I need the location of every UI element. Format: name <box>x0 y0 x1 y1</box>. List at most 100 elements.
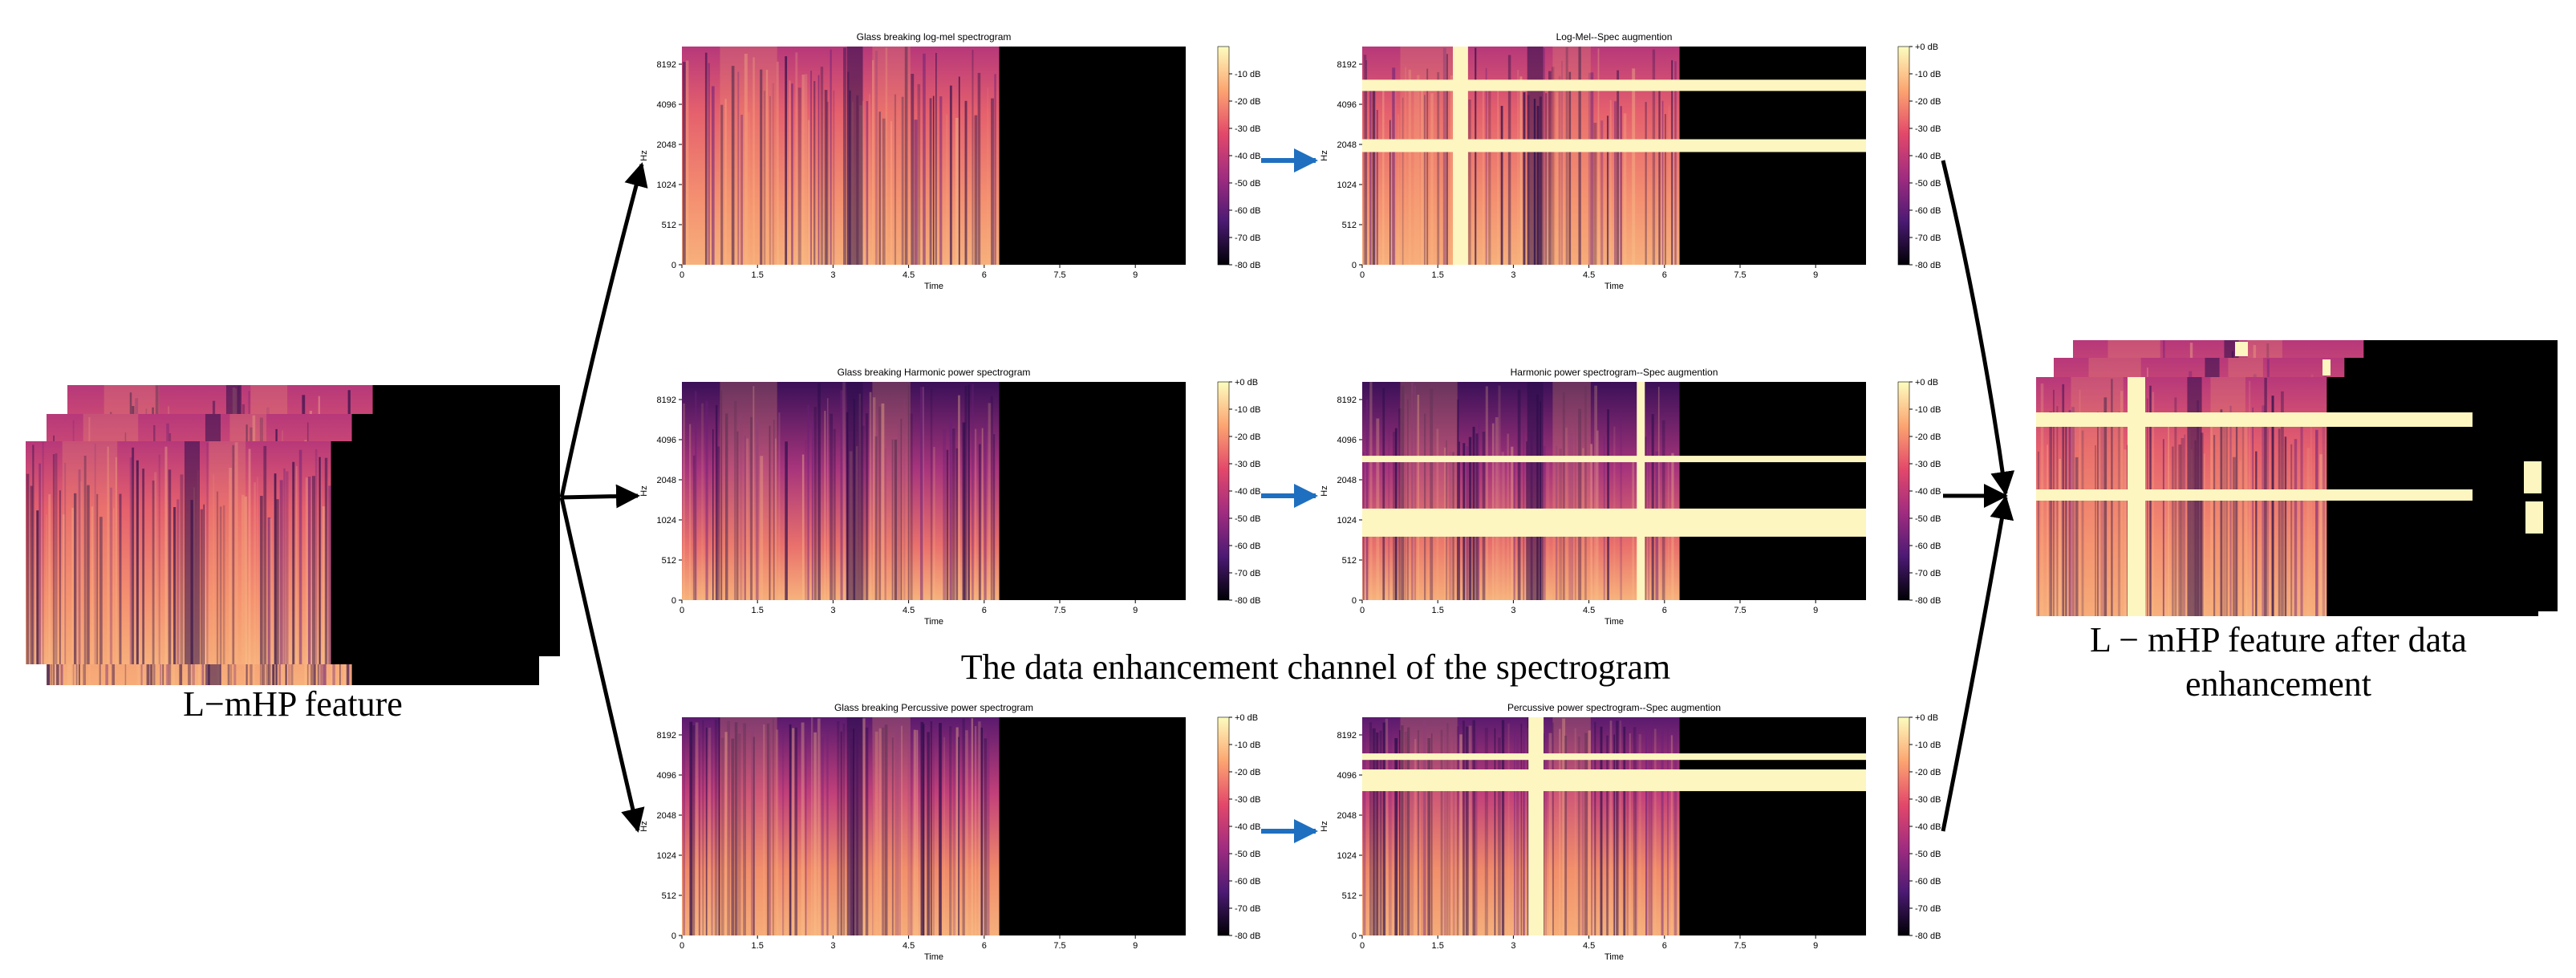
colorbar-tick-label: -70 dB <box>1915 904 1941 914</box>
freq-mask <box>1362 456 1866 463</box>
panel-percussive-aug: Percussive power spectrogram--Spec augme… <box>1320 702 1941 962</box>
colorbar-tick-label: -40 dB <box>1235 152 1260 161</box>
x-tick-label: 1.5 <box>752 270 764 280</box>
y-axis-label: Hz <box>639 485 649 496</box>
colorbar-tick-label: -60 dB <box>1235 542 1260 551</box>
x-tick-label: 9 <box>1813 941 1818 951</box>
x-tick-label: 6 <box>982 941 987 951</box>
freq-mask <box>1362 769 1866 792</box>
y-tick-label: 0 <box>671 931 676 941</box>
x-tick-label: 0 <box>679 606 684 615</box>
colorbar-tick-label: -20 dB <box>1915 432 1941 442</box>
x-tick-label: 6 <box>1662 270 1667 280</box>
spectrogram-panels: Glass breaking log-mel spectrogram 0 512 10… <box>639 31 1941 962</box>
x-tick-label: 4.5 <box>1583 606 1595 615</box>
y-tick-label: 0 <box>1352 261 1357 270</box>
left-feature-label: L−mHP feature <box>183 684 403 724</box>
y-tick-label: 1024 <box>1337 851 1357 861</box>
colorbar-tick-label: -80 dB <box>1235 931 1260 941</box>
y-tick-label: 4096 <box>1337 100 1357 110</box>
y-tick-label: 0 <box>1352 931 1357 941</box>
colorbar-tick-label: -80 dB <box>1235 261 1260 270</box>
x-axis-label: Time <box>924 282 943 291</box>
colorbar-tick-label: -70 dB <box>1235 233 1260 243</box>
x-tick-label: 9 <box>1813 606 1818 615</box>
freq-mask <box>1362 508 1866 537</box>
y-tick-label: 1024 <box>657 516 676 526</box>
colorbar-tick-label: -50 dB <box>1915 850 1941 859</box>
y-axis-label: Hz <box>639 150 649 160</box>
x-axis-label: Time <box>1604 617 1624 627</box>
colorbar-tick-label: -80 dB <box>1915 596 1941 606</box>
colorbar-tick-label: -60 dB <box>1915 206 1941 216</box>
freq-mask <box>1362 753 1866 761</box>
panel-title: Glass breaking log-mel spectrogram <box>857 31 1012 43</box>
panel-title: Percussive power spectrogram--Spec augme… <box>1507 702 1721 713</box>
y-tick-label: 512 <box>662 556 676 566</box>
output-back-mask <box>2235 342 2248 356</box>
y-tick-label: 8192 <box>657 396 676 405</box>
colorbar-tick-label: -10 dB <box>1915 405 1941 415</box>
colorbar-tick-label: -40 dB <box>1915 487 1941 497</box>
x-tick-label: 1.5 <box>1432 606 1444 615</box>
left-feature-stack <box>26 385 560 685</box>
panel-title: Harmonic power spectrogram--Spec augment… <box>1511 367 1718 378</box>
output-back-mask <box>2525 501 2543 534</box>
y-tick-label: 0 <box>671 261 676 270</box>
time-mask <box>1453 47 1468 265</box>
left-stack-layer <box>26 441 518 664</box>
x-tick-label: 3 <box>830 941 835 951</box>
y-tick-label: 1024 <box>1337 516 1357 526</box>
x-tick-label: 7.5 <box>1053 606 1065 615</box>
x-axis-label: Time <box>924 617 943 627</box>
flow-arrows <box>559 148 2015 843</box>
arrow-to-percussive <box>559 497 645 833</box>
x-axis-label: Time <box>1604 282 1624 291</box>
x-tick-label: 6 <box>982 606 987 615</box>
arrow-percussive-aug-to-output <box>1941 495 2014 832</box>
colorbar-tick-label: -60 dB <box>1915 877 1941 887</box>
colorbar-tick-label: -20 dB <box>1915 97 1941 107</box>
x-tick-label: 3 <box>1511 606 1515 615</box>
panel-title: Glass breaking Harmonic power spectrogra… <box>838 367 1031 378</box>
y-tick-label: 8192 <box>1337 731 1357 741</box>
y-tick-label: 4096 <box>657 436 676 445</box>
y-axis-label: Hz <box>639 821 649 831</box>
colorbar-tick-label: -40 dB <box>1235 487 1260 497</box>
arrow-logmel-aug-to-output <box>1941 160 2015 496</box>
x-tick-label: 0 <box>1360 941 1365 951</box>
panel-percussive: Glass breaking Percussive power spectrog… <box>639 702 1260 962</box>
colorbar-tick-label: -70 dB <box>1235 569 1260 578</box>
panel-logmel: Glass breaking log-mel spectrogram 0 512 10… <box>639 31 1260 291</box>
x-tick-label: 4.5 <box>903 270 915 280</box>
colorbar-tick-label: +0 dB <box>1235 378 1258 388</box>
x-tick-label: 7.5 <box>1734 941 1746 951</box>
colorbar-tick-label: -40 dB <box>1915 822 1941 832</box>
y-tick-label: 4096 <box>1337 771 1357 781</box>
x-tick-label: 3 <box>1511 941 1515 951</box>
panel-harmonic: Glass breaking Harmonic power spectrogra… <box>639 367 1260 627</box>
right-feature-label-line1: L − mHP feature after data <box>2090 620 2467 659</box>
colorbar-tick-label: -40 dB <box>1235 822 1260 832</box>
colorbar-tick-label: -70 dB <box>1915 569 1941 578</box>
y-tick-label: 8192 <box>657 731 676 741</box>
colorbar-tick-label: -50 dB <box>1235 179 1260 189</box>
y-tick-label: 8192 <box>1337 396 1357 405</box>
right-feature-label-line2: enhancement <box>2185 664 2371 704</box>
y-tick-label: 2048 <box>1337 811 1357 821</box>
x-tick-label: 1.5 <box>1432 270 1444 280</box>
colorbar-tick-label: -30 dB <box>1235 124 1260 134</box>
panel-harmonic-aug: Harmonic power spectrogram--Spec augment… <box>1320 367 1941 627</box>
x-tick-label: 6 <box>1662 606 1667 615</box>
x-tick-label: 0 <box>1360 270 1365 280</box>
x-tick-label: 3 <box>1511 270 1515 280</box>
arrow-to-logmel <box>559 162 648 498</box>
x-tick-label: 9 <box>1813 270 1818 280</box>
colorbar <box>1217 381 1230 601</box>
x-tick-label: 9 <box>1133 606 1138 615</box>
x-tick-label: 1.5 <box>752 941 764 951</box>
y-tick-label: 512 <box>1342 221 1357 230</box>
colorbar-tick-label: -10 dB <box>1235 70 1260 79</box>
colorbar <box>1897 716 1910 936</box>
x-axis-label: Time <box>924 952 943 962</box>
